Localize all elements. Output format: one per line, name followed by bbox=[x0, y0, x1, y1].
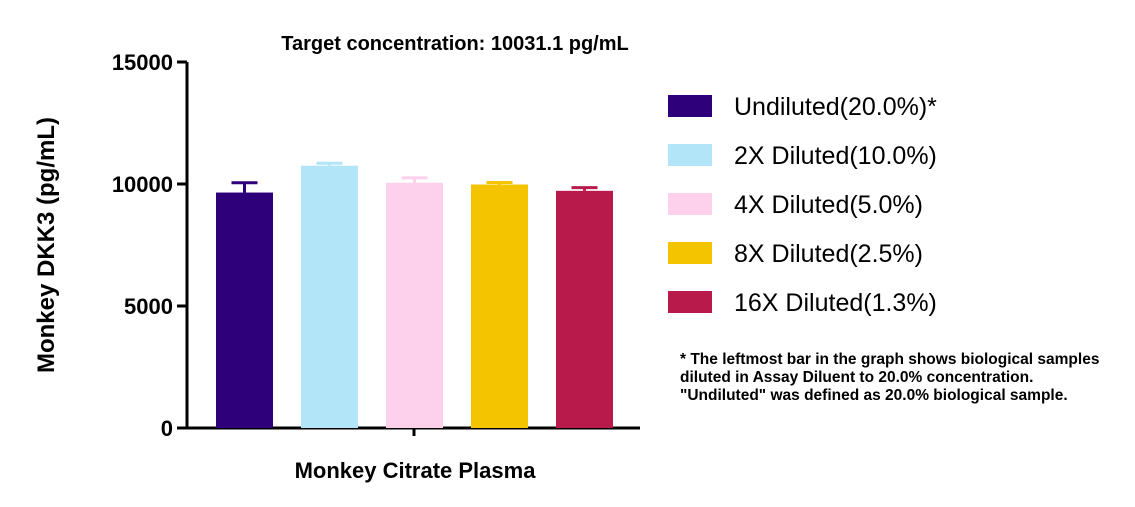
y-tick-label: 5000 bbox=[124, 294, 173, 319]
y-tick-label: 0 bbox=[161, 416, 173, 441]
bar bbox=[386, 182, 443, 428]
footnote: * The leftmost bar in the graph shows bi… bbox=[680, 351, 1100, 404]
y-axis-label: Monkey DKK3 (pg/mL) bbox=[33, 117, 60, 373]
legend-swatch bbox=[668, 144, 712, 166]
bar bbox=[216, 192, 273, 428]
legend-label: 2X Diluted(10.0%) bbox=[734, 142, 937, 170]
y-tick-label: 15000 bbox=[112, 50, 173, 75]
legend-label: 8X Diluted(2.5%) bbox=[734, 240, 923, 268]
y-tick-label: 10000 bbox=[112, 172, 173, 197]
legend-label: 16X Diluted(1.3%) bbox=[734, 289, 937, 317]
bar bbox=[301, 165, 358, 428]
legend-swatch bbox=[668, 291, 712, 313]
legend-swatch bbox=[668, 242, 712, 264]
chart-title: Target concentration: 10031.1 pg/mL bbox=[281, 33, 629, 55]
bar bbox=[556, 190, 613, 428]
legend-swatch bbox=[668, 95, 712, 117]
x-axis-label: Monkey Citrate Plasma bbox=[295, 458, 537, 483]
legend-label: 4X Diluted(5.0%) bbox=[734, 191, 923, 219]
legend-label: Undiluted(20.0%)* bbox=[734, 93, 937, 121]
legend-swatch bbox=[668, 193, 712, 215]
bar bbox=[471, 184, 528, 428]
